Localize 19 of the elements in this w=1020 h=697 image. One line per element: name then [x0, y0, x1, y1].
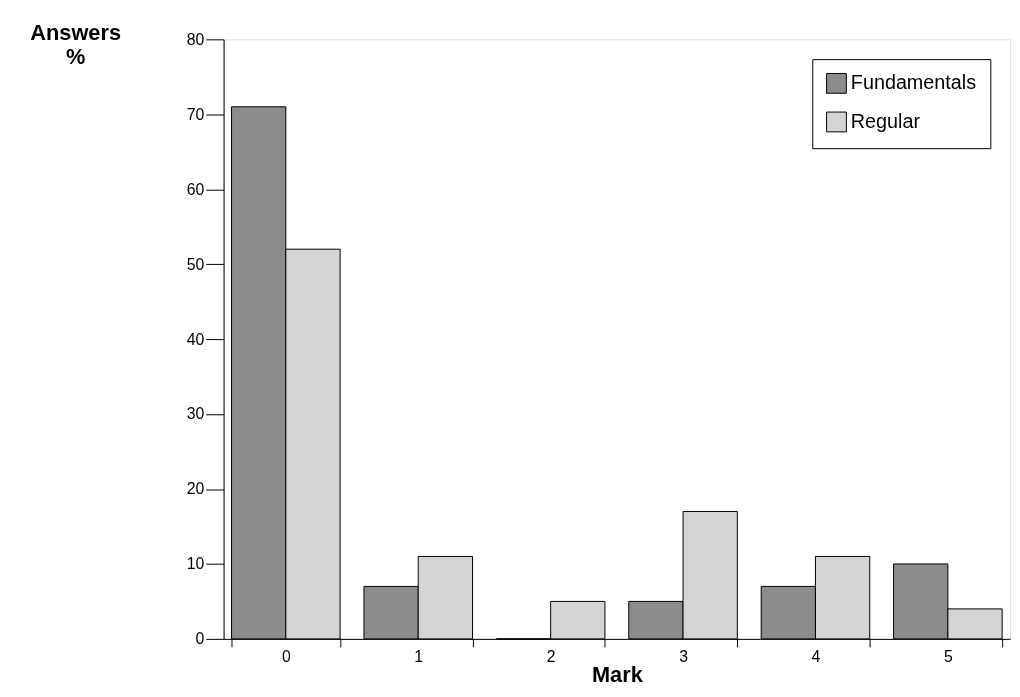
y-axis-title: Answers % — [30, 19, 122, 69]
y-tick-label: 50 — [186, 255, 205, 273]
x-axis-title: Mark — [591, 661, 644, 687]
y-tick-label: 10 — [186, 555, 205, 573]
x-tick-label: 1 — [414, 648, 424, 666]
legend-label: Fundamentals — [850, 71, 977, 94]
y-tick-label: 80 — [186, 30, 205, 48]
legend-label: Regular — [850, 109, 921, 132]
x-tick-label: 2 — [546, 648, 556, 666]
y-tick-label: 30 — [186, 405, 205, 423]
y-tick-label: 0 — [195, 630, 205, 648]
y-tick-label: 60 — [186, 180, 205, 198]
y-tick-label: 40 — [186, 330, 205, 348]
y-tick-label: 20 — [186, 480, 205, 498]
x-tick-label: 4 — [811, 648, 821, 666]
y-tick-label: 70 — [186, 105, 205, 123]
x-tick-label: 0 — [281, 648, 291, 666]
x-tick-label: 5 — [943, 648, 953, 666]
x-tick-label: 3 — [679, 648, 689, 666]
